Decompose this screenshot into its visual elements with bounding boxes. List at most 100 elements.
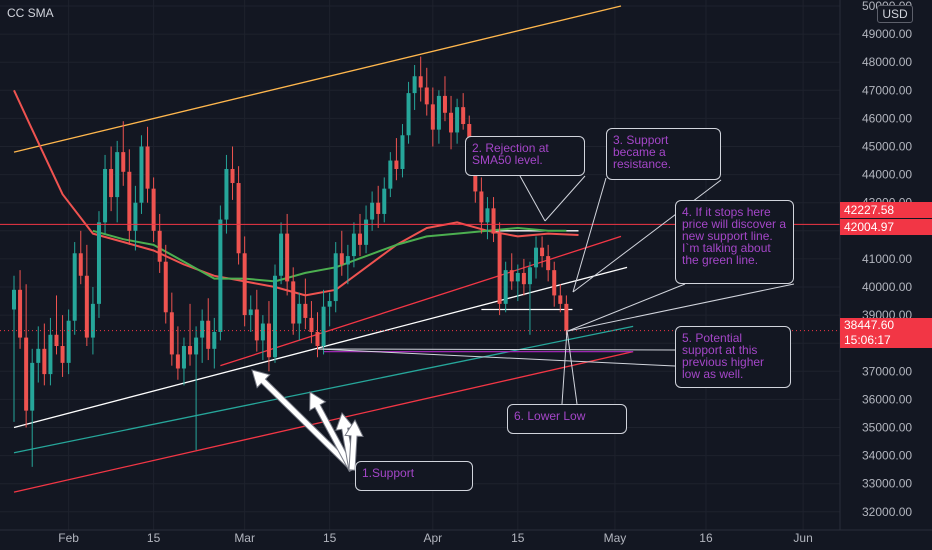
note-resistance[interactable]: 3. Support became a resistance. <box>606 128 721 180</box>
leader-line <box>317 348 676 367</box>
price-tick-label: 48000.00 <box>862 55 912 69</box>
candle-body <box>175 354 180 369</box>
candle-body <box>96 222 101 304</box>
candle-body <box>449 112 454 133</box>
candle-body <box>491 208 496 234</box>
support-arrow <box>251 369 355 471</box>
candle-body <box>333 253 338 302</box>
candle-body <box>309 317 314 332</box>
candle-body <box>485 208 490 223</box>
trend-line <box>13 266 628 429</box>
candles <box>12 56 569 467</box>
candle-body <box>394 160 399 169</box>
candle-body <box>24 337 29 411</box>
note-support[interactable]: 1.Support <box>355 461 473 491</box>
candle-body <box>66 320 71 363</box>
leader-line <box>317 348 676 351</box>
candle-body <box>139 146 144 203</box>
support-arrow <box>344 418 364 471</box>
candle-body <box>188 346 193 355</box>
candle-body <box>115 152 120 198</box>
time-tick-label: Mar <box>234 531 255 545</box>
candle-body <box>273 275 278 358</box>
price-tick-label: 32000.00 <box>862 505 912 519</box>
candle-body <box>424 87 429 105</box>
symbol-title: CC SMA <box>7 6 54 20</box>
candle-body <box>127 171 132 231</box>
candle-body <box>527 267 532 285</box>
candle-body <box>145 146 150 189</box>
candle-body <box>121 152 126 172</box>
time-tick-label: 15 <box>511 531 525 545</box>
note-rejection[interactable]: 2. Rejection at SMA50 level. <box>465 136 585 176</box>
price-label-high: 42227.58 <box>840 202 932 218</box>
candle-body <box>30 362 35 411</box>
candle-body <box>382 188 387 214</box>
candle-body <box>212 331 217 349</box>
price-tick-label: 36000.00 <box>862 392 912 406</box>
price-tick-label: 33000.00 <box>862 477 912 491</box>
time-tick-label: May <box>604 531 627 545</box>
candle-body <box>564 303 569 331</box>
note-lower-low[interactable]: 6. Lower Low <box>507 404 627 434</box>
candle-body <box>224 168 229 220</box>
candle-body <box>42 348 47 375</box>
price-tick-label: 49000.00 <box>862 27 912 41</box>
candle-body <box>218 219 223 332</box>
candle-body <box>436 95 441 130</box>
candle-body <box>254 309 259 341</box>
time-tick-label: Apr <box>423 531 442 545</box>
candle-body <box>327 301 332 307</box>
time-tick-label: 15 <box>323 531 337 545</box>
candle-body <box>236 183 241 254</box>
candle-body <box>285 233 290 282</box>
candle-body <box>169 312 174 355</box>
candle-body <box>515 272 520 282</box>
candle-body <box>297 303 302 324</box>
candle-body <box>552 270 557 296</box>
trend-line <box>13 5 622 153</box>
candle-body <box>181 346 186 369</box>
candle-body <box>364 219 369 245</box>
candle-body <box>157 230 162 262</box>
candle-body <box>12 289 16 310</box>
candle-body <box>479 191 484 223</box>
note-new-support[interactable]: 4. If it stops here price will discover … <box>675 200 794 284</box>
candle-body <box>461 107 466 125</box>
candle-body <box>442 95 447 113</box>
currency-button[interactable]: USD <box>877 5 913 23</box>
candle-body <box>455 107 460 133</box>
candle-body <box>376 202 381 214</box>
leader-line <box>519 175 546 222</box>
price-tick-label: 46000.00 <box>862 111 912 125</box>
price-tick-label: 44000.00 <box>862 168 912 182</box>
candle-body <box>400 135 405 169</box>
candle-body <box>36 348 41 363</box>
price-tick-label: 41000.00 <box>862 252 912 266</box>
candle-body <box>546 256 551 271</box>
candle-body <box>78 253 83 276</box>
candle-body <box>321 306 326 347</box>
candle-body <box>133 202 138 231</box>
candle-body <box>163 261 168 313</box>
candle-body <box>48 334 53 375</box>
leader-line <box>572 177 607 293</box>
candle-body <box>266 323 271 358</box>
candle-body <box>303 303 308 318</box>
time-tick-label: 16 <box>699 531 713 545</box>
price-label-last: 38447.60 <box>840 318 932 333</box>
support-arrows <box>251 369 364 473</box>
support-arrow <box>309 391 356 473</box>
candle-body <box>279 233 284 276</box>
candle-body <box>90 303 95 338</box>
time-tick-label: Feb <box>58 531 79 545</box>
price-tick-label: 35000.00 <box>862 421 912 435</box>
candle-body <box>194 337 199 355</box>
candle-body <box>242 253 247 316</box>
note-higher-low[interactable]: 5. Potential support at this previous hi… <box>675 326 791 388</box>
leader-line <box>561 329 568 405</box>
candle-body <box>521 272 526 285</box>
time-tick-label: Jun <box>793 531 812 545</box>
candle-body <box>248 309 253 316</box>
trend-line <box>13 325 634 454</box>
